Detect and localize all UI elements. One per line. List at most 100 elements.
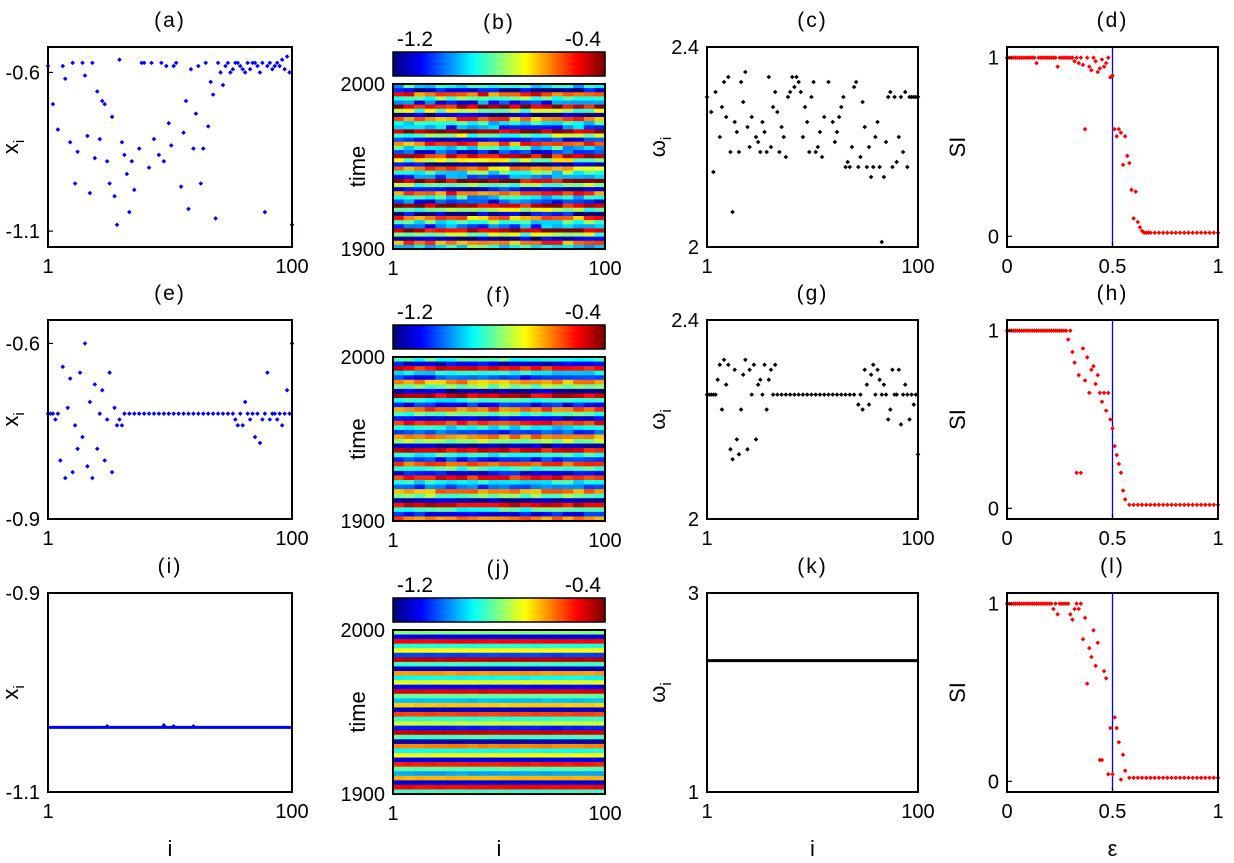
xtick-label: 100 <box>588 258 621 280</box>
point <box>107 370 112 375</box>
point <box>821 114 827 120</box>
point <box>62 76 68 82</box>
point <box>70 60 75 66</box>
point <box>1084 681 1090 686</box>
ytick-label: 2000 <box>341 347 386 369</box>
point <box>245 411 250 416</box>
point <box>868 174 874 180</box>
point <box>1207 775 1212 781</box>
point <box>82 341 88 346</box>
point <box>1082 615 1088 621</box>
point <box>794 74 799 80</box>
panel-a: (a) 1 100 -0.6 -1.1 xi <box>0 9 309 278</box>
point <box>755 139 761 145</box>
ytick-label: 1900 <box>341 511 386 533</box>
point <box>1127 775 1132 781</box>
point <box>1089 654 1094 660</box>
point <box>1120 488 1126 493</box>
point <box>1093 58 1098 64</box>
point <box>119 139 125 145</box>
point <box>191 146 196 151</box>
point <box>53 417 58 422</box>
panel-label-c: (c) <box>797 9 828 32</box>
point <box>719 407 725 412</box>
point <box>1129 187 1134 193</box>
point <box>1198 230 1204 236</box>
point <box>247 417 253 422</box>
point <box>1190 775 1195 781</box>
point <box>809 94 814 100</box>
point <box>736 452 742 457</box>
point <box>1148 502 1153 508</box>
axes-frame-b <box>392 83 606 250</box>
point <box>1086 390 1092 396</box>
point <box>1156 502 1162 508</box>
point <box>1131 775 1136 781</box>
point <box>1160 502 1166 508</box>
point <box>764 149 769 155</box>
point <box>1135 775 1141 781</box>
xtick-label: 1 <box>42 801 53 823</box>
point <box>250 60 255 66</box>
panel-label-a: (a) <box>154 9 186 32</box>
point <box>1101 390 1107 396</box>
point <box>1105 55 1111 61</box>
point <box>97 411 103 416</box>
point <box>730 209 735 215</box>
point <box>804 392 810 397</box>
xtick-label: 0.5 <box>1099 801 1127 823</box>
point <box>267 60 273 66</box>
point <box>860 407 865 412</box>
point <box>104 417 110 422</box>
panel-label-d: (d) <box>1097 9 1129 32</box>
point <box>745 447 750 452</box>
ytick-label: -0.6 <box>6 62 40 84</box>
point <box>1152 502 1157 508</box>
point <box>734 129 740 135</box>
point <box>97 136 103 142</box>
point <box>1074 470 1079 476</box>
point <box>1177 230 1183 236</box>
point <box>858 392 863 397</box>
point <box>804 119 810 125</box>
point <box>738 79 744 85</box>
point <box>1034 60 1039 66</box>
point <box>1143 502 1149 508</box>
point <box>834 129 840 135</box>
point <box>738 407 744 412</box>
point <box>1108 725 1113 731</box>
point <box>1095 640 1101 646</box>
point <box>1139 775 1145 781</box>
point <box>762 129 767 135</box>
point <box>1135 219 1141 225</box>
panel-label-l: (l) <box>1100 555 1125 578</box>
panel-c: (c) 1 100 2.4 2 ωi <box>645 9 935 278</box>
point <box>764 407 769 412</box>
point <box>1116 739 1122 745</box>
colorbar-max-label: -0.4 <box>565 28 602 51</box>
point <box>240 423 246 428</box>
point <box>785 94 791 100</box>
point <box>55 411 61 416</box>
point <box>173 60 179 66</box>
point <box>87 190 93 196</box>
ylabel-a: xi <box>0 140 28 154</box>
point <box>1078 601 1084 606</box>
point <box>1055 612 1060 617</box>
point <box>1103 60 1109 66</box>
point <box>896 134 902 140</box>
point <box>732 119 738 125</box>
point <box>235 60 241 66</box>
point <box>826 79 831 85</box>
point <box>178 184 184 189</box>
point <box>223 63 228 69</box>
point <box>832 139 838 145</box>
point <box>1169 502 1174 508</box>
point <box>102 101 107 107</box>
point <box>864 164 870 170</box>
point <box>181 130 186 136</box>
point <box>149 60 154 66</box>
point <box>161 411 167 416</box>
point <box>740 99 746 105</box>
point <box>856 164 861 170</box>
